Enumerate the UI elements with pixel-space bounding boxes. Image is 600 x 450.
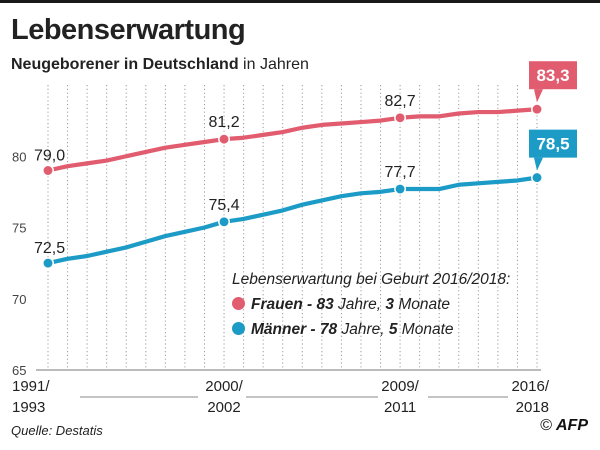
legend-men-months-word: Monate [397,321,454,338]
x-tick-label: 2009/ [381,378,419,395]
chart-subtitle: Neugeborener in Deutschland in Jahren [11,56,309,74]
data-point [218,215,230,228]
data-point [218,133,230,146]
legend-item-men: Männer - 78 Jahre, 5 Monate [232,317,510,342]
legend-men-years-word: Jahre, [337,321,389,338]
x-tick-label: 2016/ [511,378,549,395]
source-note: Quelle: Destatis [11,423,103,438]
series-line-women [45,107,540,173]
data-label: 72,5 [34,240,65,257]
legend-women-months: 3 [385,296,395,313]
legend-women-years: 83 [316,296,334,313]
x-tick-label: 2002 [207,399,240,416]
x-tick-label: 1991/ [12,378,50,395]
x-tick-label: 2018 [516,399,549,416]
legend-men-sep: - [306,321,320,338]
data-point [394,183,407,195]
data-label: 78,5 [536,135,569,154]
legend-item-women: Frauen - 83 Jahre, 3 Monate [232,292,510,317]
chart-title: Lebenserwartung [11,14,246,46]
data-point [42,257,54,270]
y-tick-label: 80 [12,149,26,164]
x-tick-label: 2011 [384,399,416,416]
legend-women-sep: - [302,296,317,313]
data-label: 77,7 [385,164,416,181]
data-point [394,111,407,124]
series-line-men [45,175,540,266]
y-tick-label: 75 [12,221,26,236]
data-label: 79,0 [34,148,65,165]
legend-men-label: Männer [251,321,307,338]
x-tick-label: 1993 [12,399,45,416]
copyright-symbol: © [540,417,552,434]
value-callout-pointer [534,89,543,103]
data-label: 75,4 [208,197,239,214]
data-point [531,171,543,184]
value-callout-pointer [534,157,543,171]
legend: Lebenserwartung bei Geburt 2016/2018: Fr… [232,267,510,342]
legend-heading: Lebenserwartung bei Geburt 2016/2018: [232,271,511,288]
agency-logo: AFP [556,417,588,434]
data-label: 83,3 [536,66,569,85]
subtitle-bold: Neugeborener in Deutschland [11,56,239,73]
legend-men-years: 78 [319,321,338,338]
data-point [42,164,54,177]
legend-dot-women [232,297,245,310]
legend-women-label: Frauen [251,296,303,313]
data-label: 82,7 [385,93,416,110]
legend-men-months: 5 [388,321,398,338]
y-tick-label: 70 [12,292,26,307]
agency-credit: © AFP [540,417,588,435]
legend-women-months-word: Monate [394,296,451,313]
top-rule [0,0,600,3]
data-label: 81,2 [208,114,239,131]
value-callout-box [529,61,577,90]
value-callout-box [529,129,577,158]
y-tick-label: 65 [12,363,26,378]
data-point [531,103,543,116]
legend-women-years-word: Jahre, [333,296,386,313]
subtitle-rest: in Jahren [238,56,309,73]
x-tick-label: 2000/ [205,378,243,395]
legend-dot-men [232,322,245,335]
